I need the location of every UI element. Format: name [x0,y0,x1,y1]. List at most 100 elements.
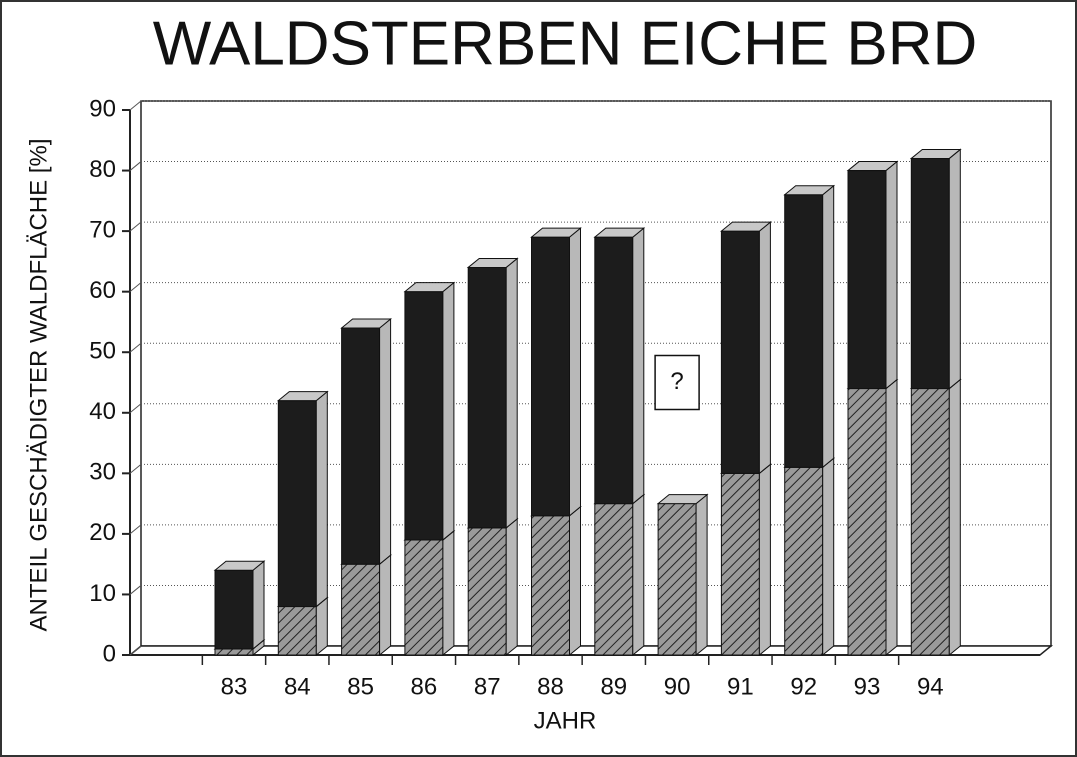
bar [403,529,456,657]
y-tick-label: 70 [89,216,116,243]
bar-side [758,463,771,657]
wall-edge [129,463,142,474]
wall-edge [129,645,142,656]
x-tick-label: 91 [727,673,754,700]
y-tick-label: 10 [89,580,116,607]
bar-front [657,503,697,656]
bar [593,227,646,505]
bar-front [594,503,634,656]
bar-top [530,227,582,238]
bar-side [315,390,328,608]
bar [909,148,962,390]
bar-front [214,569,254,650]
bar [403,281,456,541]
bar-top [466,257,519,268]
bar-front [277,400,317,608]
bar-front [404,291,444,541]
bar-side [569,227,581,517]
bar-top [846,161,899,172]
bar-top [719,221,772,232]
bar [466,257,519,529]
bar-front [720,472,760,656]
x-tick-label: 93 [854,673,881,700]
x-tick-label: 87 [474,673,501,700]
y-tick-label: 40 [89,398,116,425]
y-tick-label: 20 [89,519,116,546]
y-tick-label: 30 [89,459,116,486]
bar-side [442,281,455,541]
bar-top [213,560,266,571]
wall-edge [129,221,142,232]
y-tick-label: 60 [89,277,116,304]
bar-side [252,560,265,650]
x-tick-label: 94 [917,673,944,700]
bar [719,221,772,475]
bar-front [341,563,381,656]
bar-front [784,194,824,468]
bar [276,390,329,608]
x-tick-label: 89 [600,673,627,700]
bar-front [277,606,317,656]
bar-front [784,466,824,656]
bar-side [379,554,392,657]
bar-side [948,378,961,657]
wall-edge [129,585,142,595]
bar-front [847,170,887,390]
wall-edge [129,282,142,293]
bar-side [442,529,455,657]
bar-front [847,388,887,656]
y-tick-label: 90 [89,95,116,122]
bar-front [404,539,444,656]
bar-front [910,157,950,390]
y-tick-label: 80 [89,156,116,183]
bar [593,493,646,657]
bar-side [505,257,518,529]
wall-edge [129,161,142,171]
bar [846,160,899,390]
bar-front [720,230,760,474]
x-tick-label: 92 [790,673,817,700]
bar-front [531,236,570,517]
bar [656,493,709,657]
x-tick-label: 83 [221,673,248,700]
annotation: ? [670,368,683,395]
bar-top [909,148,962,159]
bar [909,378,962,657]
bar [466,517,519,657]
x-tick-label: 85 [347,673,374,700]
bar-side [885,160,898,390]
bar [846,378,899,657]
y-tick-label: 0 [103,640,116,667]
bar [530,227,582,517]
bar [719,463,772,657]
bar [783,184,836,469]
bar-top [783,185,836,196]
bar-side [569,505,581,657]
bar-side [505,517,518,657]
x-axis-label: JAHR [534,707,597,734]
bar-side [379,317,392,566]
bar-side [315,596,328,657]
bar-top [593,227,646,238]
bar-side [632,227,645,505]
bar [340,317,393,566]
bar-top [340,318,393,329]
bar-front [467,527,507,656]
bar-front [214,648,254,656]
bar [213,560,266,650]
y-tick-label: 50 [89,338,116,365]
wall-edge [129,342,142,353]
annotation-box [654,354,700,411]
bar-front [910,388,950,656]
bar-side [632,493,645,657]
bar [783,457,836,657]
bar [530,505,582,657]
bar-side [758,221,771,475]
bar-top [276,391,329,402]
x-tick-label: 84 [284,673,311,700]
y-axis-label: ANTEIL GESCHÄDIGTER WALDFLÄCHE [%] [25,139,52,632]
x-tick-label: 86 [411,673,438,700]
bar-side [695,493,708,657]
wall-edge [129,403,142,414]
